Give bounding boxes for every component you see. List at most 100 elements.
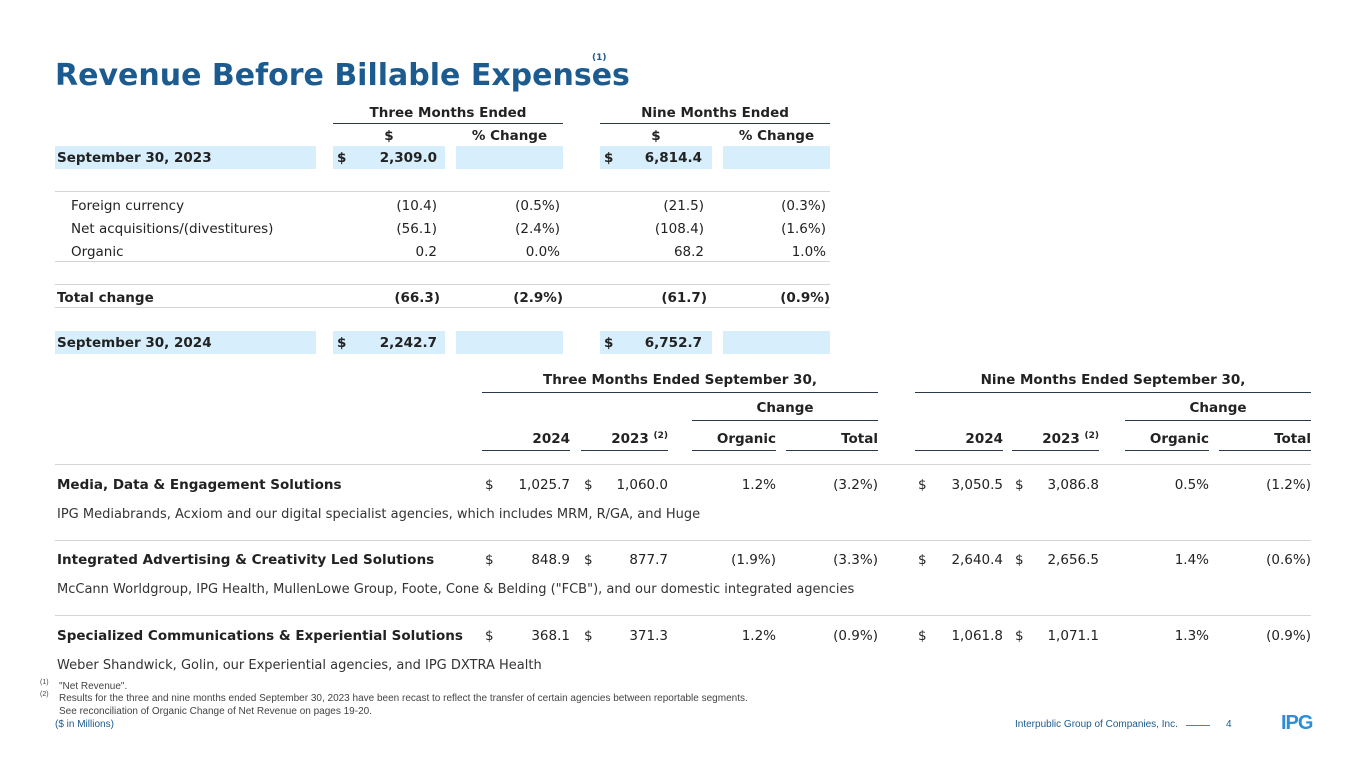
segment-description: IPG Mediabrands, Acxiom and our digital …	[57, 507, 701, 522]
header-total: Total	[786, 431, 878, 451]
currency-symbol: $	[584, 628, 593, 644]
three-organic: 1.2%	[741, 628, 776, 644]
nine-2023: 2,656.5	[1047, 552, 1099, 568]
row-nine-value: (21.5)	[663, 198, 704, 214]
currency-symbol: $	[1015, 552, 1024, 568]
currency-symbol: $	[918, 628, 927, 644]
currency-symbol: $	[604, 150, 614, 166]
header-change-three: Change	[692, 400, 878, 421]
currency-symbol: $	[337, 150, 347, 166]
row-highlight	[600, 331, 712, 354]
header-nine-months: Nine Months Ended	[600, 105, 830, 124]
nine-2024: 2,640.4	[951, 552, 1003, 568]
header-three-months-sept: Three Months Ended September 30,	[482, 372, 878, 393]
row-highlight	[723, 146, 830, 169]
currency-symbol: $	[918, 477, 927, 493]
row-three-pct: (0.5%)	[515, 198, 560, 214]
three-2024: 368.1	[531, 628, 570, 644]
header-organic: Organic	[692, 431, 776, 451]
units-note: ($ in Millions)	[55, 719, 114, 730]
row-label: Organic	[71, 244, 124, 260]
footnote-3-text: See reconciliation of Organic Change of …	[59, 706, 372, 717]
row-highlight	[55, 331, 316, 354]
currency-symbol: $	[337, 335, 347, 351]
header-organic: Organic	[1125, 431, 1209, 451]
row-highlight	[333, 146, 445, 169]
nine-total: (0.9%)	[1266, 628, 1311, 644]
divider	[55, 261, 830, 262]
nine-total: (1.2%)	[1266, 477, 1311, 493]
year-2023-label: 2023	[1042, 431, 1080, 447]
three-2023: 877.7	[629, 552, 668, 568]
row-highlight	[333, 331, 445, 354]
header-change-nine: Change	[1125, 400, 1311, 421]
segment-name: Media, Data & Engagement Solutions	[57, 477, 342, 493]
total-nine-pct: (0.9%)	[780, 290, 830, 306]
row-three-value: 0.2	[415, 244, 437, 260]
row-three-value: (10.4)	[396, 198, 437, 214]
segment-name: Integrated Advertising & Creativity Led …	[57, 552, 435, 568]
start-label: September 30, 2023	[57, 150, 212, 166]
three-2024: 848.9	[531, 552, 570, 568]
footer-divider	[1186, 725, 1210, 726]
row-label: Foreign currency	[71, 198, 185, 214]
header-three-dollar: $	[333, 128, 445, 147]
header-2023: 2023 (2)	[581, 431, 668, 451]
currency-symbol: $	[584, 477, 593, 493]
row-highlight	[723, 331, 830, 354]
header-nine-dollar: $	[600, 128, 712, 147]
segment-description: McCann Worldgroup, IPG Health, MullenLow…	[57, 582, 855, 597]
header-nine-pct: % Change	[723, 128, 830, 147]
divider	[55, 284, 830, 285]
footnote-1-mark: (1)	[40, 679, 49, 686]
row-nine-pct: 1.0%	[791, 244, 826, 260]
header-three-pct: % Change	[456, 128, 563, 147]
total-nine-value: (61.7)	[661, 290, 707, 306]
footnote-2-text: Results for the three and nine months en…	[59, 693, 748, 704]
nine-2023: 3,086.8	[1047, 477, 1099, 493]
header-2024: 2024	[482, 431, 570, 451]
ipg-logo: IPG	[1281, 712, 1313, 734]
nine-total: (0.6%)	[1266, 552, 1311, 568]
currency-symbol: $	[918, 552, 927, 568]
header-2023: 2023 (2)	[1012, 431, 1099, 451]
three-2023: 1,060.0	[616, 477, 668, 493]
divider	[55, 307, 830, 308]
start-nine-value: 6,814.4	[644, 150, 702, 166]
nine-2024: 3,050.5	[951, 477, 1003, 493]
footnote-ref: (2)	[1084, 431, 1100, 441]
row-three-pct: 0.0%	[525, 244, 560, 260]
end-three-value: 2,242.7	[379, 335, 437, 351]
row-highlight	[456, 331, 563, 354]
total-three-value: (66.3)	[394, 290, 440, 306]
footnote-ref: (2)	[653, 431, 669, 441]
currency-symbol: $	[604, 335, 614, 351]
three-organic: 1.2%	[741, 477, 776, 493]
company-name: Interpublic Group of Companies, Inc.	[1015, 719, 1178, 730]
divider	[55, 540, 1311, 541]
row-label: Net acquisitions/(divestitures)	[71, 221, 274, 237]
nine-organic: 1.4%	[1174, 552, 1209, 568]
page-title: Revenue Before Billable Expenses	[55, 58, 630, 93]
year-2023-label: 2023	[611, 431, 649, 447]
header-2024: 2024	[915, 431, 1003, 451]
three-2023: 371.3	[629, 628, 668, 644]
nine-organic: 0.5%	[1174, 477, 1209, 493]
currency-symbol: $	[485, 477, 494, 493]
currency-symbol: $	[584, 552, 593, 568]
header-nine-months-sept: Nine Months Ended September 30,	[915, 372, 1311, 393]
footnote-1-text: "Net Revenue".	[59, 681, 128, 692]
divider	[55, 464, 1311, 465]
row-highlight	[55, 146, 316, 169]
row-nine-pct: (1.6%)	[781, 221, 826, 237]
header-three-months: Three Months Ended	[333, 105, 563, 124]
nine-2024: 1,061.8	[951, 628, 1003, 644]
row-three-pct: (2.4%)	[515, 221, 560, 237]
page-number: 4	[1226, 719, 1232, 730]
total-three-pct: (2.9%)	[513, 290, 563, 306]
segment-description: Weber Shandwick, Golin, our Experiential…	[57, 658, 542, 673]
currency-symbol: $	[1015, 628, 1024, 644]
nine-2023: 1,071.1	[1047, 628, 1099, 644]
three-organic: (1.9%)	[731, 552, 776, 568]
row-nine-value: (108.4)	[654, 221, 704, 237]
